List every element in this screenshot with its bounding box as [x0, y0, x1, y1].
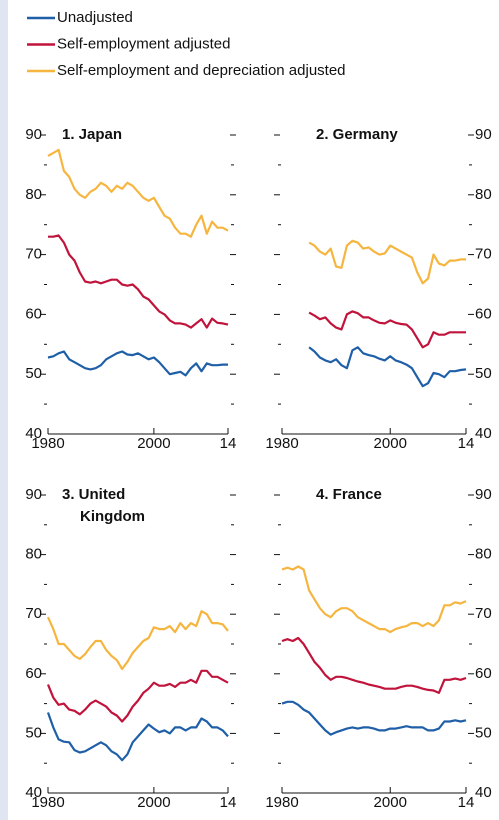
series-line	[308, 239, 466, 285]
series-line	[281, 700, 467, 736]
series-line	[308, 310, 466, 349]
y-tick-label: 40	[25, 425, 42, 442]
legend-label: Self-employment and depreciation adjuste…	[57, 62, 346, 79]
x-tick-label: 1980	[31, 794, 64, 811]
series-line	[308, 346, 467, 388]
y-tick-label: 80	[475, 546, 492, 563]
x-tick-label: 1980	[31, 435, 64, 452]
y-tick-label: 50	[25, 365, 42, 382]
x-tick-label: 1980	[265, 435, 298, 452]
series-line	[281, 636, 467, 694]
y-tick-label: 90	[475, 126, 492, 143]
y-tick-label: 70	[475, 246, 492, 263]
y-tick-label: 60	[475, 305, 492, 322]
y-tick-label: 80	[475, 186, 492, 203]
panel-title: 4. France	[316, 486, 382, 503]
legend-label: Self-employment adjusted	[57, 35, 230, 52]
series-line	[281, 565, 467, 634]
series-line	[46, 712, 229, 762]
series-line	[48, 234, 229, 329]
panel-title: 3. United Kingdom	[62, 486, 145, 525]
x-tick-label: 14	[220, 435, 237, 452]
panel-title: 2. Germany	[316, 126, 398, 143]
x-tick-label: 2000	[374, 435, 407, 452]
series-line	[47, 148, 229, 238]
x-tick-label: 2000	[374, 794, 407, 811]
side-strip	[0, 0, 8, 820]
y-tick-label: 70	[475, 605, 492, 622]
x-tick-label: 14	[458, 794, 475, 811]
y-tick-label: 70	[25, 605, 42, 622]
x-tick-label: 2000	[137, 794, 170, 811]
series-line	[46, 610, 229, 671]
series-line	[46, 669, 229, 723]
x-tick-label: 2000	[137, 435, 170, 452]
y-tick-label: 50	[475, 365, 492, 382]
y-tick-label: 90	[25, 126, 42, 143]
y-tick-label: 40	[475, 784, 492, 801]
y-tick-label: 70	[25, 246, 42, 263]
y-tick-label: 50	[25, 724, 42, 741]
y-tick-label: 90	[475, 486, 492, 503]
y-tick-label: 60	[25, 305, 42, 322]
y-tick-label: 90	[25, 486, 42, 503]
x-tick-label: 14	[458, 435, 475, 452]
x-tick-label: 14	[220, 794, 237, 811]
y-tick-label: 80	[25, 546, 42, 563]
y-tick-label: 40	[25, 784, 42, 801]
series-line	[47, 350, 228, 377]
y-tick-label: 60	[25, 665, 42, 682]
y-tick-label: 40	[475, 425, 492, 442]
y-tick-label: 50	[475, 724, 492, 741]
x-tick-label: 1980	[265, 794, 298, 811]
panel-title: 1. Japan	[62, 126, 123, 143]
y-tick-label: 80	[25, 186, 42, 203]
legend-label: Unadjusted	[57, 9, 133, 26]
y-tick-label: 60	[475, 665, 492, 682]
